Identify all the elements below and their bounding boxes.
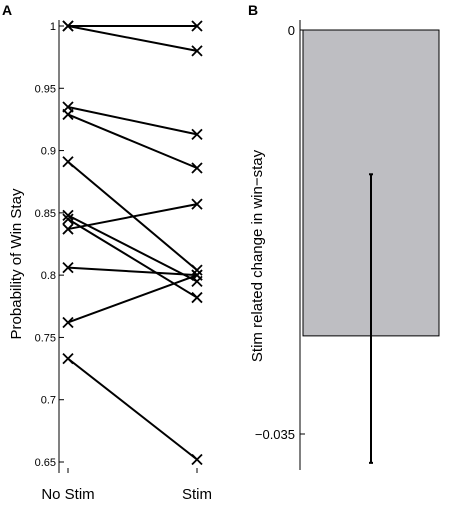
panel-a: A Probability of Win Stay 0.65 0.7 0.75 0.8… (2, 2, 212, 503)
panel-a-point-marker (191, 291, 203, 304)
panel-a-series-line (67, 105, 198, 136)
panel-a-subject-series (62, 352, 203, 466)
panel-a-x-tick-label: No Stim (41, 486, 94, 503)
panel-a-series (62, 20, 203, 466)
panel-b-label: B (248, 2, 258, 18)
panel-a-y-tick-label: 0.95 (35, 83, 56, 95)
panel-a-series-line (67, 218, 198, 299)
panel-b-y-tick-label: −0.035 (255, 427, 295, 442)
panel-a-point-marker (191, 20, 203, 32)
panel-a-point-marker (62, 108, 74, 121)
panel-a-point-marker (62, 209, 74, 221)
panel-a-point-marker (191, 128, 203, 141)
panel-a-point-marker (62, 20, 74, 32)
panel-a-x-tick-labels: No Stim Stim (41, 468, 212, 503)
panel-a-series-line (67, 203, 198, 231)
panel-a-point-marker (62, 213, 74, 225)
panel-a-y-ticks: 0.65 0.7 0.75 0.8 0.85 0.9 0.95 1 (35, 21, 64, 469)
panel-a-y-tick-label: 1 (50, 21, 56, 33)
panel-a-point-marker (191, 264, 203, 276)
panel-a-y-tick-label: 0.7 (41, 395, 56, 407)
panel-a-subject-series (62, 20, 203, 57)
panel-a-y-tick-label: 0.65 (35, 457, 56, 469)
panel-a-series-line (67, 266, 198, 277)
panel-a-point-marker (191, 453, 203, 466)
panel-b-y-axis-label: Stim related change in win−stay (249, 149, 266, 362)
panel-a-point-marker (191, 162, 203, 174)
panel-a-x-tick-label: Stim (182, 486, 212, 503)
panel-a-subject-series (62, 108, 203, 174)
panel-a-point-marker (62, 316, 74, 329)
panel-a-series-line (67, 25, 198, 52)
panel-a-point-marker (191, 45, 203, 57)
panel-a-point-marker (191, 269, 203, 281)
panel-a-y-tick-label: 0.8 (41, 270, 56, 282)
panel-a-y-tick-label: 0.85 (35, 208, 56, 220)
panel-a-point-marker (191, 198, 203, 210)
panel-a-series-line (67, 214, 198, 283)
panel-a-label: A (2, 2, 12, 18)
panel-a-point-marker (62, 352, 74, 365)
panel-a-subject-series (62, 198, 203, 235)
panel-a-point-marker (62, 223, 74, 235)
panel-a-point-marker (62, 262, 74, 274)
panel-a-y-tick-label: 0.75 (35, 332, 56, 344)
panel-a-subject-series (62, 213, 203, 304)
panel-b-y-ticks: 0 −0.035 (255, 23, 305, 442)
panel-a-point-marker (62, 156, 74, 168)
panel-a-subject-series (62, 209, 203, 288)
panel-a-series-line (67, 357, 198, 461)
panel-a-subject-series (62, 262, 203, 281)
panel-b-error-bars (369, 173, 373, 464)
panel-a-y-tick-label: 0.9 (41, 146, 56, 158)
panel-b: B Stim related change in win−stay 0 −0.03… (248, 2, 440, 470)
panel-a-y-axis-label: Probability of Win Stay (8, 188, 25, 339)
panel-a-series-line (67, 274, 198, 324)
panel-a-series-line (67, 113, 198, 169)
panel-a-subject-series (62, 269, 203, 329)
panel-b-y-tick-label: 0 (288, 23, 295, 38)
